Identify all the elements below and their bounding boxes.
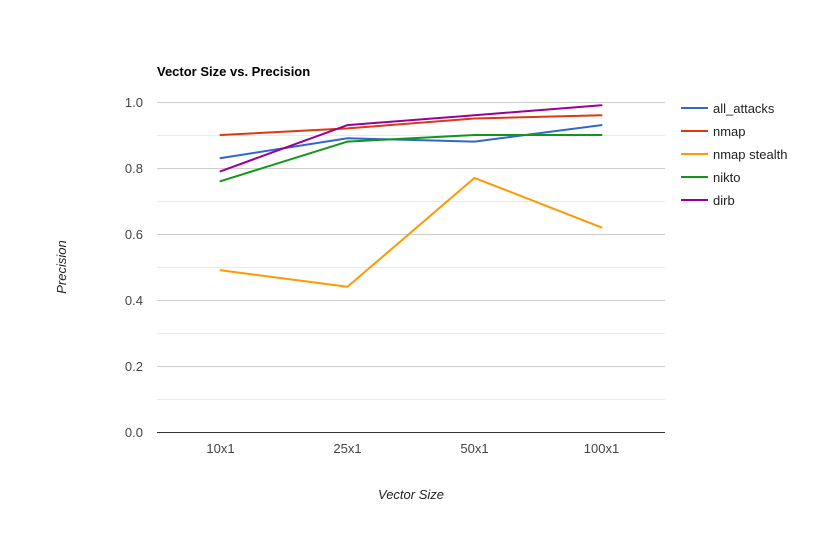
x-tick-label: 100x1: [584, 441, 619, 456]
legend-label: all_attacks: [713, 101, 775, 116]
legend-label: nikto: [713, 170, 740, 185]
gridlines: [157, 102, 665, 400]
chart-title: Vector Size vs. Precision: [157, 64, 310, 79]
series-line-nmap: [219, 114, 603, 136]
y-tick-label: 0.2: [125, 359, 143, 374]
y-axis-label: Precision: [54, 240, 69, 293]
series-lines: [219, 104, 603, 288]
x-tick-label: 50x1: [460, 441, 488, 456]
y-tick-label: 0.8: [125, 161, 143, 176]
y-tick-label: 1.0: [125, 95, 143, 110]
series-line-nmap-stealth: [219, 176, 603, 288]
x-tick-label: 25x1: [333, 441, 361, 456]
x-axis-label: Vector Size: [378, 487, 444, 502]
legend-label: nmap: [713, 124, 746, 139]
y-tick-label: 0.0: [125, 425, 143, 440]
y-axis-ticks: 0.0 0.2 0.4 0.6 0.8 1.0: [125, 95, 143, 440]
series-line-all-attacks: [219, 124, 603, 160]
x-axis-ticks: 10x1 25x1 50x1 100x1: [206, 441, 619, 456]
x-tick-label: 10x1: [206, 441, 234, 456]
series-line-nikto: [219, 134, 603, 183]
y-tick-label: 0.6: [125, 227, 143, 242]
y-tick-label: 0.4: [125, 293, 143, 308]
series-line-dirb: [219, 104, 603, 173]
legend-label: dirb: [713, 193, 735, 208]
legend-label: nmap stealth: [713, 147, 787, 162]
